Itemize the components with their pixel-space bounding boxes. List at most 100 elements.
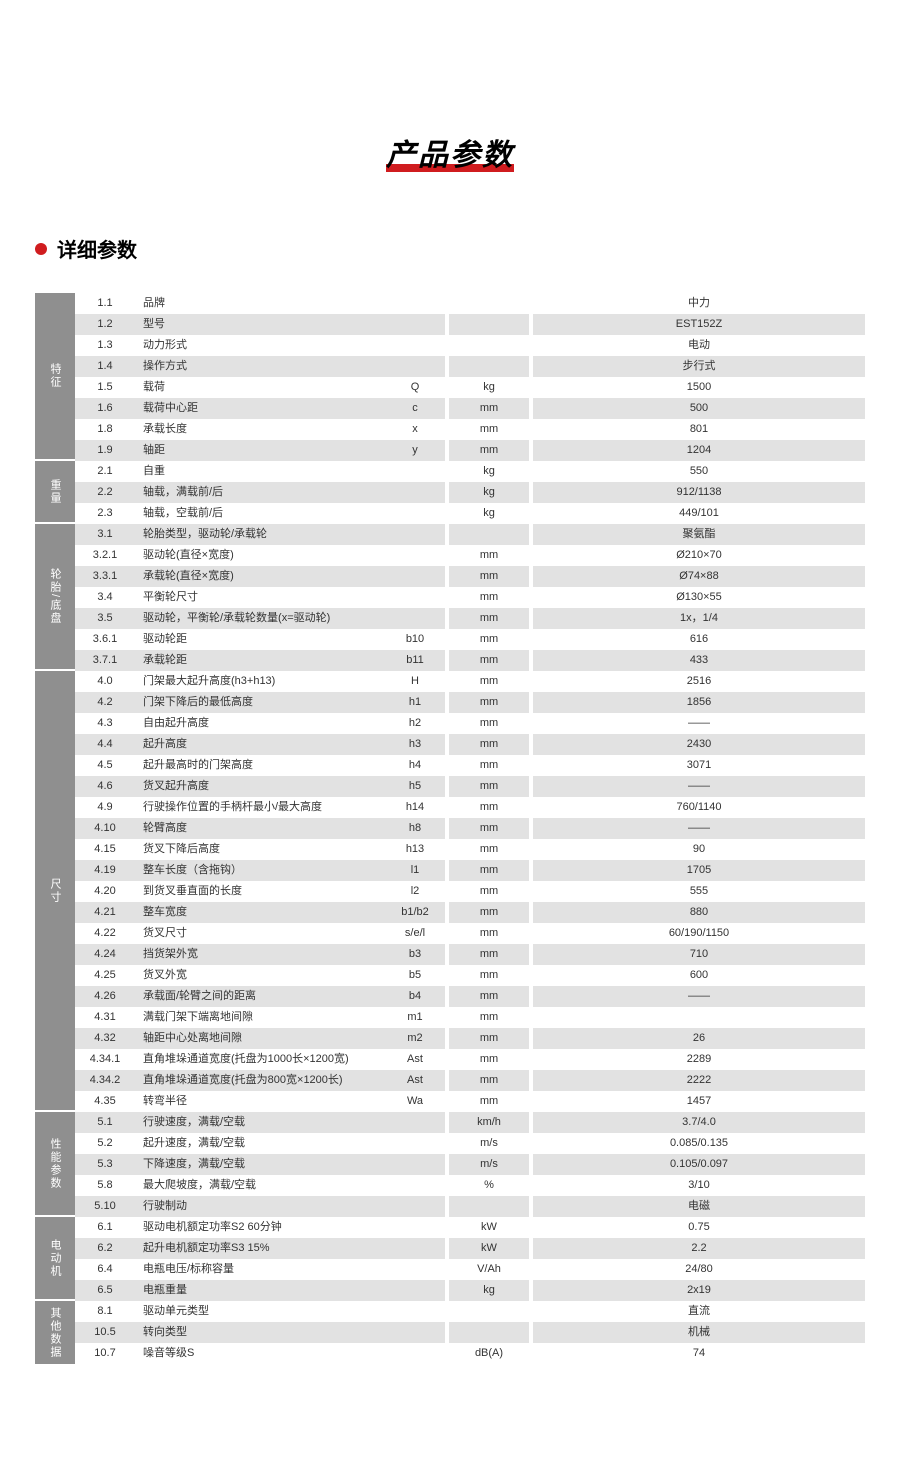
- page-title: 产品参数: [35, 130, 865, 174]
- spec-number: 2.1: [75, 461, 135, 482]
- table-row: 3.1轮胎类型，驱动轮/承载轮聚氨酯: [75, 524, 865, 545]
- spec-number: 3.4: [75, 587, 135, 608]
- spec-symbol: h8: [385, 818, 445, 839]
- table-row: 2.3轴载，空载前/后kg449/101: [75, 503, 865, 524]
- spec-label: 最大爬坡度，满载/空载: [135, 1175, 385, 1196]
- spec-label: 型号: [135, 314, 385, 335]
- spec-number: 5.1: [75, 1112, 135, 1133]
- spec-value: 2.2: [533, 1238, 865, 1259]
- spec-label: 货叉尺寸: [135, 923, 385, 944]
- spec-symbol: Ast: [385, 1049, 445, 1070]
- spec-number: 4.34.2: [75, 1070, 135, 1091]
- spec-number: 3.5: [75, 608, 135, 629]
- group-header: 尺寸: [35, 671, 75, 1112]
- spec-unit: [449, 314, 529, 335]
- spec-unit: mm: [449, 881, 529, 902]
- table-row: 6.2起升电机额定功率S3 15%kW2.2: [75, 1238, 865, 1259]
- spec-label: 自由起升高度: [135, 713, 385, 734]
- spec-symbol: [385, 566, 445, 587]
- spec-number: 4.10: [75, 818, 135, 839]
- table-row: 4.0门架最大起升高度(h3+h13)Hmm2516: [75, 671, 865, 692]
- spec-unit: mm: [449, 1007, 529, 1028]
- table-row: 6.1驱动电机额定功率S2 60分钟kW0.75: [75, 1217, 865, 1238]
- spec-symbol: [385, 1133, 445, 1154]
- spec-unit: mm: [449, 398, 529, 419]
- spec-symbol: l1: [385, 860, 445, 881]
- spec-unit: mm: [449, 923, 529, 944]
- spec-unit: %: [449, 1175, 529, 1196]
- table-row: 6.5电瓶重量kg2x19: [75, 1280, 865, 1301]
- spec-unit: mm: [449, 566, 529, 587]
- spec-label: 驱动轮(直径×宽度): [135, 545, 385, 566]
- spec-label: 承载轮距: [135, 650, 385, 671]
- spec-symbol: [385, 545, 445, 566]
- spec-number: 1.1: [75, 293, 135, 314]
- table-row: 4.5起升最高时的门架高度h4mm3071: [75, 755, 865, 776]
- spec-label: 直角堆垛通道宽度(托盘为800宽×1200长): [135, 1070, 385, 1091]
- spec-label: 行驶制动: [135, 1196, 385, 1217]
- spec-unit: m/s: [449, 1133, 529, 1154]
- spec-symbol: h13: [385, 839, 445, 860]
- spec-number: 4.26: [75, 986, 135, 1007]
- spec-unit: [449, 356, 529, 377]
- group-header: 其他数据: [35, 1301, 75, 1364]
- spec-symbol: h5: [385, 776, 445, 797]
- group-header: 轮胎/底盘: [35, 524, 75, 671]
- spec-unit: mm: [449, 1049, 529, 1070]
- spec-value: 600: [533, 965, 865, 986]
- spec-symbol: b10: [385, 629, 445, 650]
- spec-unit: mm: [449, 608, 529, 629]
- spec-label: 门架下降后的最低高度: [135, 692, 385, 713]
- spec-label: 承载面/轮臂之间的距离: [135, 986, 385, 1007]
- spec-symbol: h3: [385, 734, 445, 755]
- spec-value: 2x19: [533, 1280, 865, 1301]
- spec-number: 5.3: [75, 1154, 135, 1175]
- table-row: 4.2门架下降后的最低高度h1mm1856: [75, 692, 865, 713]
- spec-value: 2516: [533, 671, 865, 692]
- spec-symbol: h1: [385, 692, 445, 713]
- spec-label: 到货叉垂直面的长度: [135, 881, 385, 902]
- spec-value: 433: [533, 650, 865, 671]
- spec-number: 4.4: [75, 734, 135, 755]
- spec-number: 4.25: [75, 965, 135, 986]
- table-row: 1.5载荷Qkg1500: [75, 377, 865, 398]
- spec-number: 1.6: [75, 398, 135, 419]
- spec-symbol: h14: [385, 797, 445, 818]
- spec-label: 直角堆垛通道宽度(托盘为1000长×1200宽): [135, 1049, 385, 1070]
- spec-unit: mm: [449, 755, 529, 776]
- spec-symbol: m1: [385, 1007, 445, 1028]
- spec-unit: mm: [449, 986, 529, 1007]
- spec-value: 电动: [533, 335, 865, 356]
- spec-unit: kg: [449, 377, 529, 398]
- table-row: 3.5驱动轮，平衡轮/承载轮数量(x=驱动轮)mm1x，1/4: [75, 608, 865, 629]
- spec-label: 操作方式: [135, 356, 385, 377]
- spec-value: Ø210×70: [533, 545, 865, 566]
- spec-number: 5.10: [75, 1196, 135, 1217]
- spec-label: 驱动轮，平衡轮/承载轮数量(x=驱动轮): [135, 608, 385, 629]
- spec-unit: kg: [449, 461, 529, 482]
- spec-value: 直流: [533, 1301, 865, 1322]
- table-row: 4.10轮臂高度h8mm——: [75, 818, 865, 839]
- spec-number: 5.2: [75, 1133, 135, 1154]
- spec-value: 0.105/0.097: [533, 1154, 865, 1175]
- spec-label: 轴载，满载前/后: [135, 482, 385, 503]
- spec-number: 4.15: [75, 839, 135, 860]
- spec-symbol: l2: [385, 881, 445, 902]
- spec-unit: mm: [449, 734, 529, 755]
- table-row: 1.4操作方式步行式: [75, 356, 865, 377]
- spec-value: 步行式: [533, 356, 865, 377]
- bullet-icon: [35, 243, 47, 255]
- table-row: 4.35转弯半径Wamm1457: [75, 1091, 865, 1112]
- spec-label: 承载长度: [135, 419, 385, 440]
- spec-symbol: [385, 1154, 445, 1175]
- spec-number: 4.19: [75, 860, 135, 881]
- table-row: 3.3.1承载轮(直径×宽度)mmØ74×88: [75, 566, 865, 587]
- spec-value: ——: [533, 776, 865, 797]
- table-row: 6.4电瓶电压/标称容量V/Ah24/80: [75, 1259, 865, 1280]
- spec-unit: mm: [449, 1070, 529, 1091]
- spec-number: 10.7: [75, 1343, 135, 1364]
- table-row: 1.9轴距ymm1204: [75, 440, 865, 461]
- spec-label: 起升高度: [135, 734, 385, 755]
- spec-label: 满载门架下端离地间隙: [135, 1007, 385, 1028]
- spec-value: 0.085/0.135: [533, 1133, 865, 1154]
